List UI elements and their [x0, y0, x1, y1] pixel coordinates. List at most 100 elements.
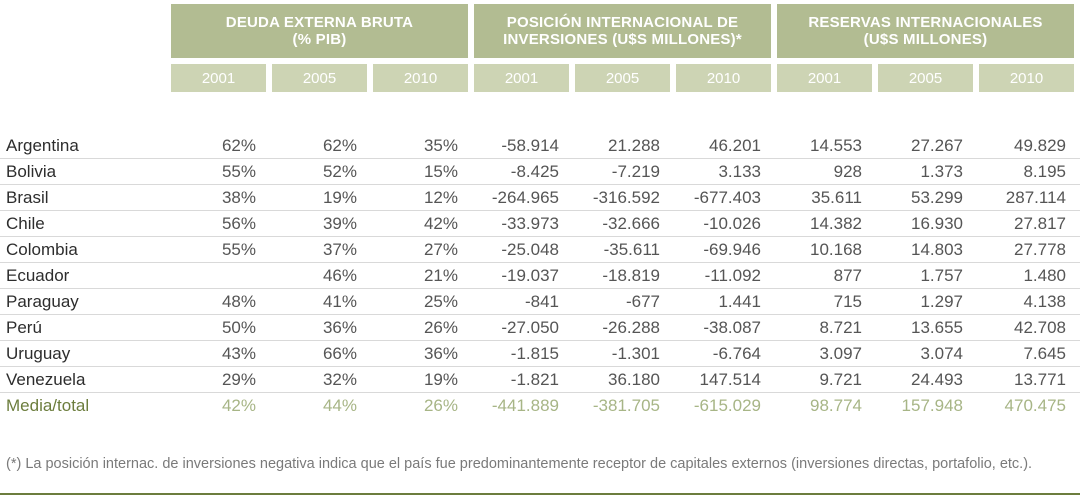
year-header: 2001 — [777, 64, 872, 92]
value-cell: 44% — [322, 396, 357, 415]
value-cell: 12% — [423, 188, 458, 207]
value-cell: 15% — [423, 162, 458, 181]
value-cell: 46.201 — [709, 136, 761, 155]
table-row: Uruguay 43% 66% 36% -1.815 -1.301 -6.764 3.097 3… — [0, 341, 1080, 367]
value-cell: 4.138 — [1023, 292, 1066, 311]
value-cell: 38% — [221, 188, 256, 207]
country-label: Media/total — [6, 396, 90, 415]
value-cell: -1.821 — [510, 370, 559, 389]
value-cell: 1.373 — [920, 162, 963, 181]
value-cell: 9.721 — [819, 370, 862, 389]
group-header-subtitle: INVERSIONES (U$S MILLONES)* — [503, 31, 742, 48]
value-cell: 55% — [221, 240, 256, 259]
value-cell: 3.097 — [819, 344, 862, 363]
country-label: Perú — [6, 318, 42, 337]
value-cell: 13.771 — [1014, 370, 1066, 389]
value-cell: 1.297 — [920, 292, 963, 311]
value-cell: 8.195 — [1023, 162, 1066, 181]
group-header: RESERVAS INTERNACIONALES (U$S MILLONES) — [777, 4, 1074, 58]
value-cell: -25.048 — [501, 240, 559, 259]
value-cell: -58.914 — [501, 136, 559, 155]
value-cell: 39% — [322, 214, 357, 233]
country-label: Colombia — [6, 240, 78, 259]
value-cell: 25% — [423, 292, 458, 311]
group-header-title: RESERVAS INTERNACIONALES — [808, 14, 1043, 31]
value-cell: 14.382 — [810, 214, 862, 233]
value-cell: -18.819 — [602, 266, 660, 285]
footnote: (*) La posición internac. de inversiones… — [6, 456, 1033, 472]
value-cell: -32.666 — [602, 214, 660, 233]
value-cell: 36% — [423, 344, 458, 363]
value-cell: 147.514 — [699, 370, 761, 389]
value-cell: 62% — [221, 136, 256, 155]
value-cell: 287.114 — [1005, 188, 1066, 207]
group-header-subtitle: (% PIB) — [292, 31, 347, 48]
value-cell: -33.973 — [501, 214, 559, 233]
table-row: Brasil 38% 19% 12% -264.965 -316.592 -677.403 3… — [0, 185, 1080, 211]
year-header: 2010 — [373, 64, 468, 92]
value-cell: 56% — [221, 214, 256, 233]
value-cell: 19% — [322, 188, 357, 207]
year-header: 2010 — [676, 64, 771, 92]
value-cell: 66% — [322, 344, 357, 363]
year-header: 2001 — [474, 64, 569, 92]
value-cell: 14.553 — [810, 136, 862, 155]
value-cell: -1.815 — [510, 344, 559, 363]
table-row: Paraguay 48% 41% 25% -841 -677 1.441 715 1.297 4.… — [0, 289, 1080, 315]
value-cell: -677.403 — [693, 188, 761, 207]
year-header: 2005 — [878, 64, 973, 92]
value-cell: -27.050 — [501, 318, 559, 337]
value-cell: 27.778 — [1014, 240, 1066, 259]
value-cell: 43% — [221, 344, 256, 363]
country-label: Chile — [6, 214, 45, 233]
value-cell: 470.475 — [1004, 396, 1066, 415]
value-cell: 46% — [322, 266, 357, 285]
table-row: Venezuela 29% 32% 19% -1.821 36.180 147.514 9.7… — [0, 367, 1080, 393]
value-cell: 32% — [322, 370, 357, 389]
country-label: Argentina — [6, 136, 79, 155]
value-cell: -441.889 — [491, 396, 559, 415]
country-label: Venezuela — [6, 370, 86, 389]
value-cell: 157.948 — [901, 396, 963, 415]
value-cell: 62% — [322, 136, 357, 155]
value-cell: 27.267 — [911, 136, 963, 155]
value-cell: 35.611 — [811, 188, 862, 207]
value-cell: -677 — [625, 292, 660, 311]
value-cell: 21.288 — [608, 136, 660, 155]
country-label: Uruguay — [6, 344, 71, 363]
value-cell: 37% — [322, 240, 357, 259]
country-label: Bolivia — [6, 162, 57, 181]
value-cell: 98.774 — [810, 396, 862, 415]
value-cell: -1.301 — [611, 344, 660, 363]
year-header: 2005 — [272, 64, 367, 92]
country-label: Ecuador — [6, 266, 70, 285]
year-header: 2001 — [171, 64, 266, 92]
value-cell: -615.029 — [693, 396, 761, 415]
value-cell: 27% — [423, 240, 458, 259]
value-cell: -316.592 — [592, 188, 660, 207]
value-cell: 3.074 — [920, 344, 963, 363]
value-cell: 1.757 — [920, 266, 963, 285]
bottom-divider — [0, 493, 1080, 495]
value-cell: 16.930 — [911, 214, 963, 233]
value-cell: -19.037 — [501, 266, 559, 285]
value-cell: 29% — [221, 370, 256, 389]
country-label: Brasil — [6, 188, 49, 207]
value-cell: 715 — [833, 292, 862, 311]
year-header: 2005 — [575, 64, 670, 92]
value-cell: -8.425 — [510, 162, 559, 181]
value-cell: 27.817 — [1014, 214, 1066, 233]
group-header-title: POSICIÓN INTERNACIONAL DE — [506, 14, 739, 31]
value-cell: -35.611 — [603, 240, 660, 259]
value-cell: -264.965 — [491, 188, 559, 207]
value-cell: 36.180 — [608, 370, 660, 389]
table-row: Chile 56% 39% 42% -33.973 -32.666 -10.026 14.38… — [0, 211, 1080, 237]
value-cell: -11.092 — [704, 266, 761, 285]
value-cell: 26% — [423, 396, 458, 415]
group-header-title: DEUDA EXTERNA BRUTA — [225, 14, 414, 31]
value-cell: -7.219 — [611, 162, 660, 181]
value-cell: -10.026 — [703, 214, 761, 233]
table-row: Colombia 55% 37% 27% -25.048 -35.611 -69.946 10… — [0, 237, 1080, 263]
group-header: DEUDA EXTERNA BRUTA (% PIB) — [171, 4, 468, 58]
value-cell: 19% — [423, 370, 458, 389]
